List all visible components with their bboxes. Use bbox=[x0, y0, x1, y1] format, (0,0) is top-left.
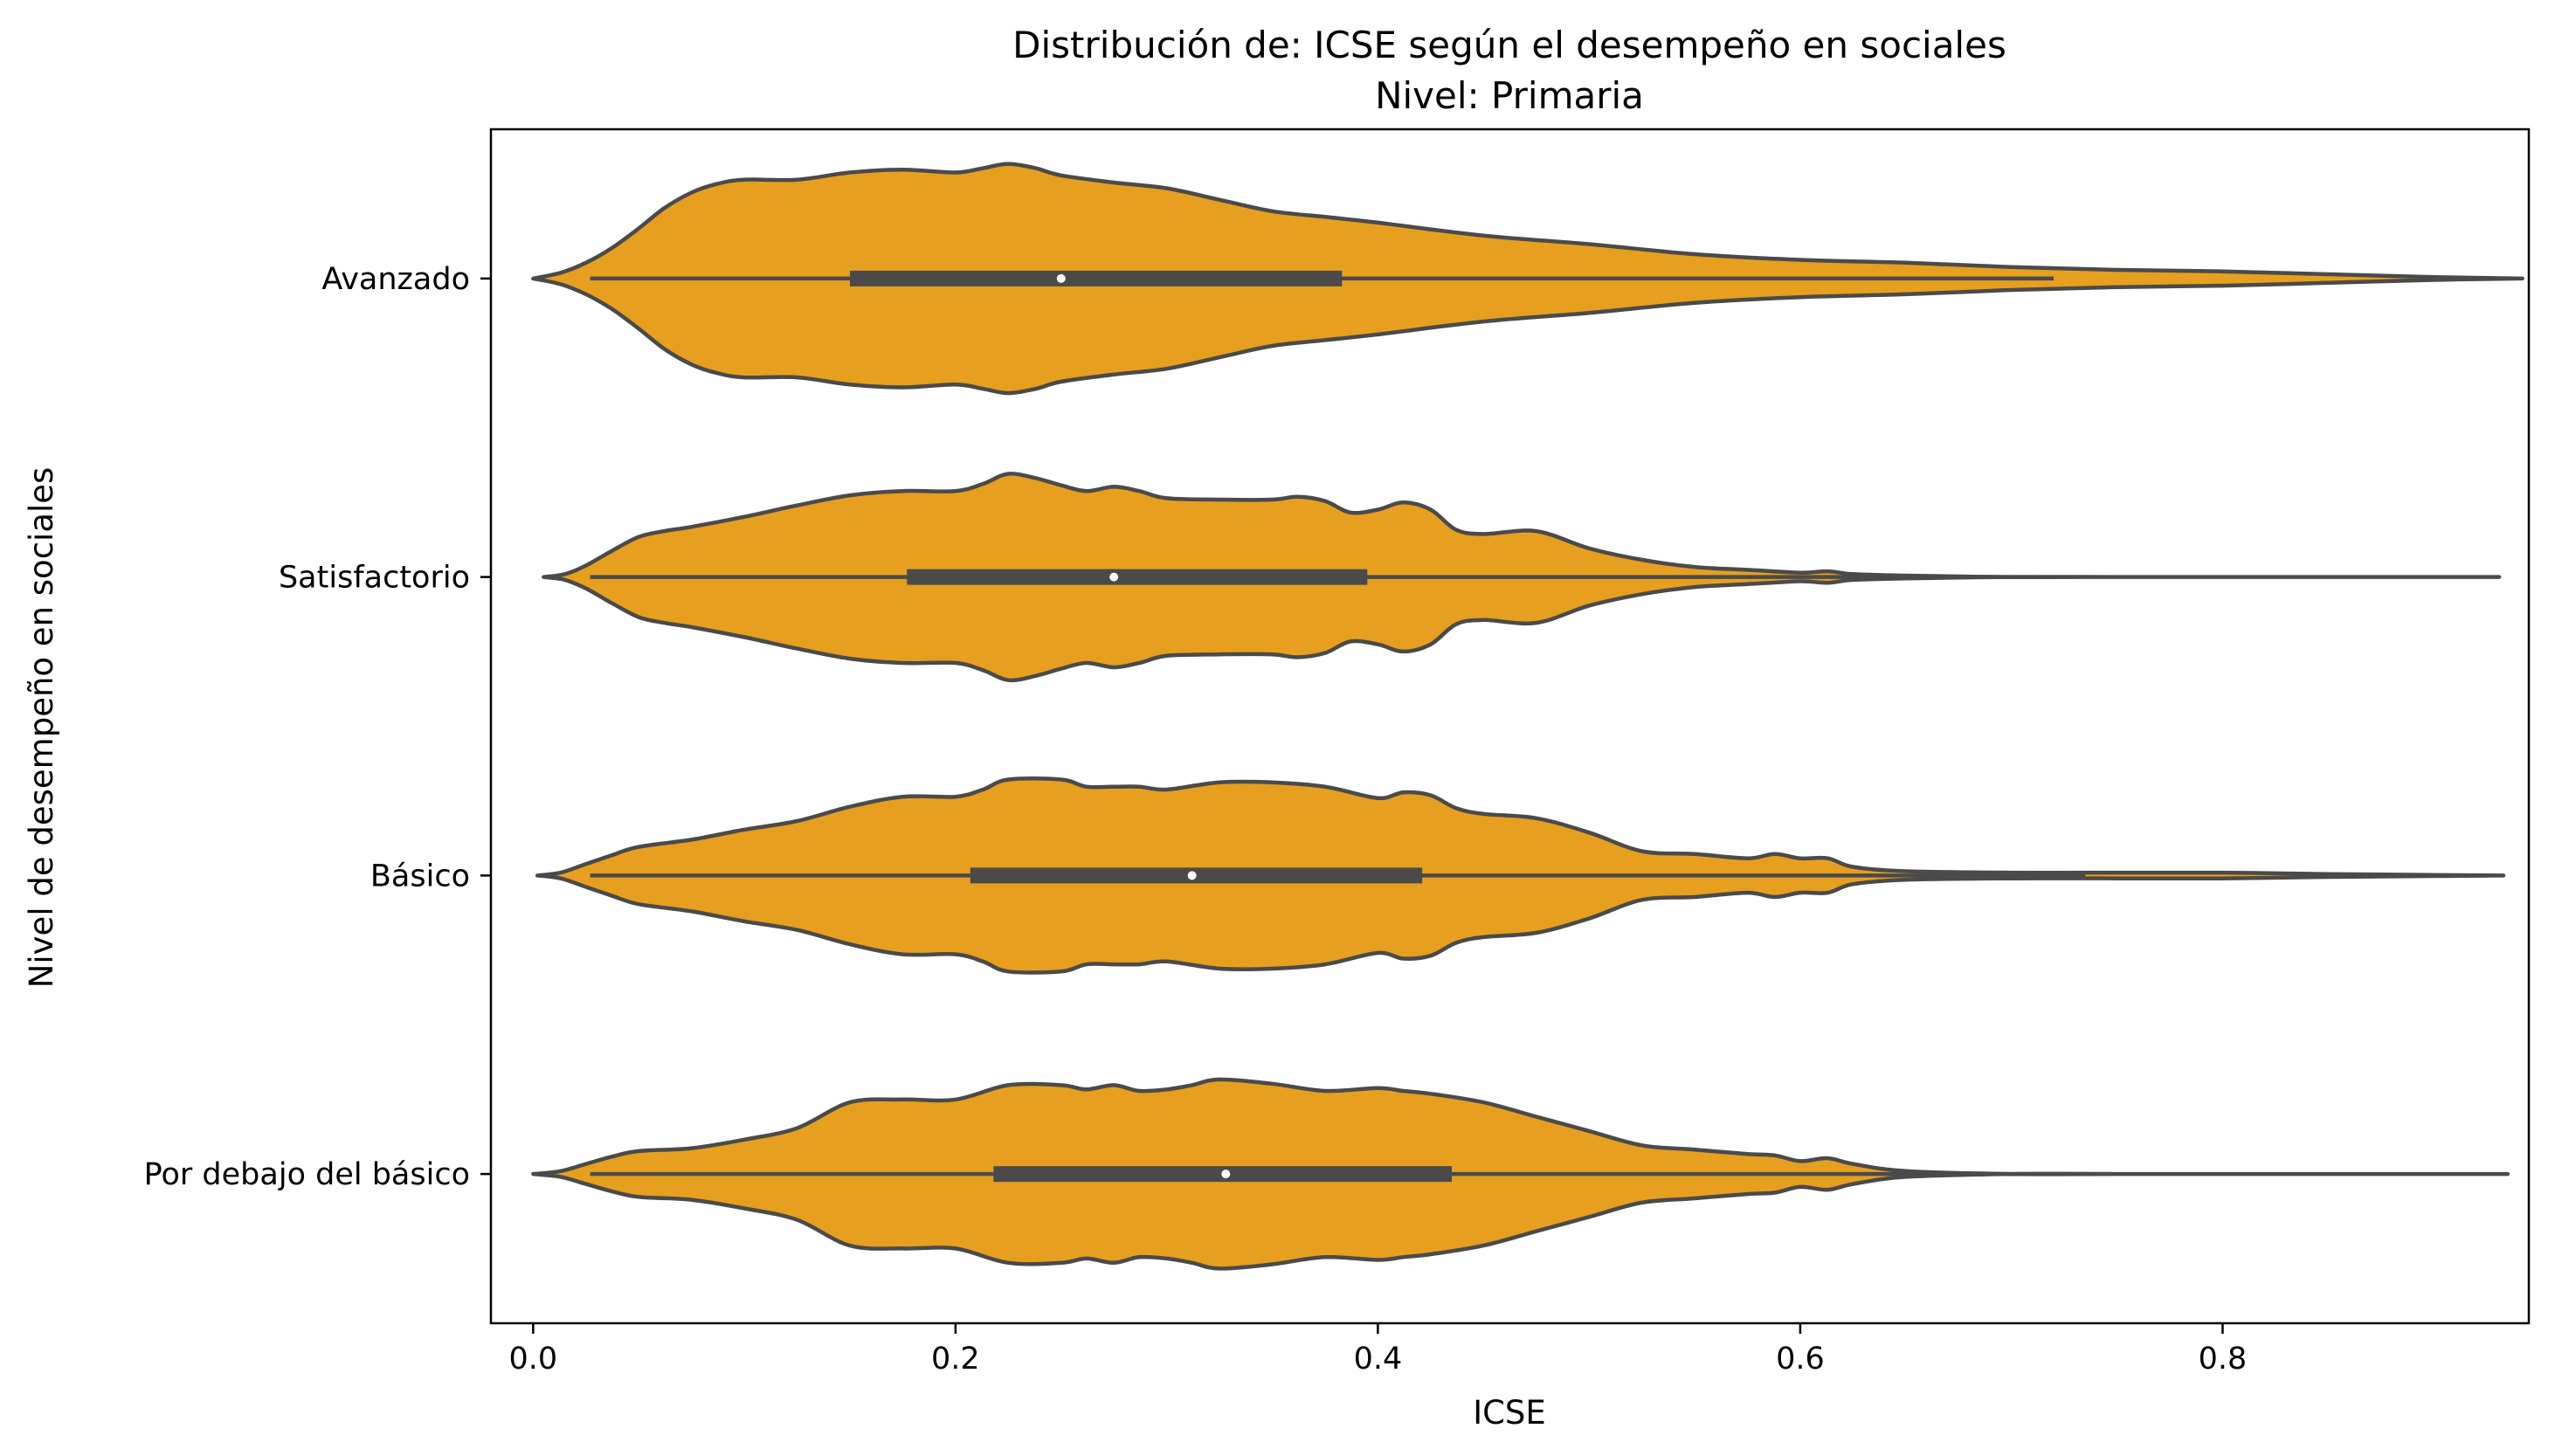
violin-median-dot bbox=[1056, 273, 1066, 283]
violin-iqr-box bbox=[849, 270, 1343, 286]
violin-group bbox=[531, 162, 2524, 396]
plot-frame bbox=[489, 128, 2531, 1325]
y-tick-label: Avanzado bbox=[321, 262, 470, 297]
violin-group bbox=[531, 1077, 2510, 1271]
x-tick-label: 0.2 bbox=[931, 1342, 980, 1377]
y-axis-ticks: Avanzado Satisfactorio Básico Por debajo de… bbox=[144, 262, 491, 1192]
x-axis-label: ICSE bbox=[1473, 1394, 1546, 1432]
x-tick-label: 0.4 bbox=[1354, 1342, 1403, 1377]
violin-group bbox=[535, 776, 2506, 975]
violin-iqr-box bbox=[907, 569, 1368, 585]
chart-title: Distribución de: ICSE según el desempeño… bbox=[1012, 24, 2006, 66]
violin-median-dot bbox=[1109, 572, 1119, 582]
violin-median-dot bbox=[1221, 1170, 1231, 1179]
violin-group bbox=[542, 472, 2502, 683]
chart-subtitle: Nivel: Primaria bbox=[1375, 74, 1644, 117]
y-tick-label: Básico bbox=[370, 859, 470, 894]
x-tick-label: 0.0 bbox=[509, 1342, 558, 1377]
y-tick-label: Por debajo del básico bbox=[144, 1157, 470, 1192]
y-tick-label: Satisfactorio bbox=[279, 561, 470, 596]
x-tick-label: 0.6 bbox=[1776, 1342, 1825, 1377]
x-axis-ticks: 0.0 0.2 0.4 0.6 0.8 bbox=[509, 1323, 2248, 1377]
violins-layer bbox=[531, 162, 2524, 1271]
y-axis-label: Nivel de desempeño en sociales bbox=[23, 467, 60, 989]
violin-median-dot bbox=[1187, 871, 1197, 880]
x-tick-label: 0.8 bbox=[2199, 1342, 2248, 1377]
